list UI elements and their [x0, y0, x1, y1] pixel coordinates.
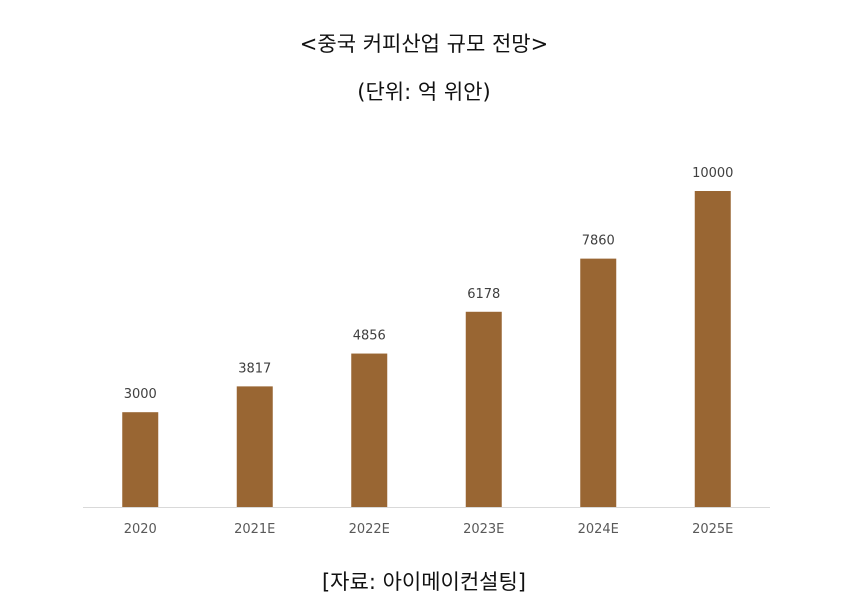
data-label-2024E: 7860 — [582, 234, 615, 249]
bar-2023E — [465, 311, 502, 507]
bar-2021E — [236, 386, 273, 507]
x-tick-label-2020: 2020 — [124, 522, 157, 537]
x-tick-label-2021E: 2021E — [234, 522, 275, 537]
data-label-2021E: 3817 — [238, 361, 271, 376]
bar-2024E — [580, 258, 617, 507]
chart-subtitle: (단위: 억 위안) — [357, 80, 491, 104]
chart-title: <중국 커피산업 규모 전망> — [299, 32, 549, 56]
x-tick-label-2024E: 2024E — [578, 522, 619, 537]
x-tick-label-2023E: 2023E — [463, 522, 504, 537]
x-tick-label-2025E: 2025E — [692, 522, 733, 537]
bar-2025E — [694, 191, 731, 507]
bar-2020 — [122, 412, 159, 507]
bar-2022E — [351, 353, 388, 507]
data-label-2020: 3000 — [124, 387, 157, 402]
data-label-2025E: 10000 — [692, 166, 733, 181]
data-label-2022E: 4856 — [353, 329, 386, 344]
source-note: [자료: 아이메이컨설팅] — [321, 570, 526, 594]
data-label-2023E: 6178 — [467, 287, 500, 302]
x-tick-label-2022E: 2022E — [349, 522, 390, 537]
